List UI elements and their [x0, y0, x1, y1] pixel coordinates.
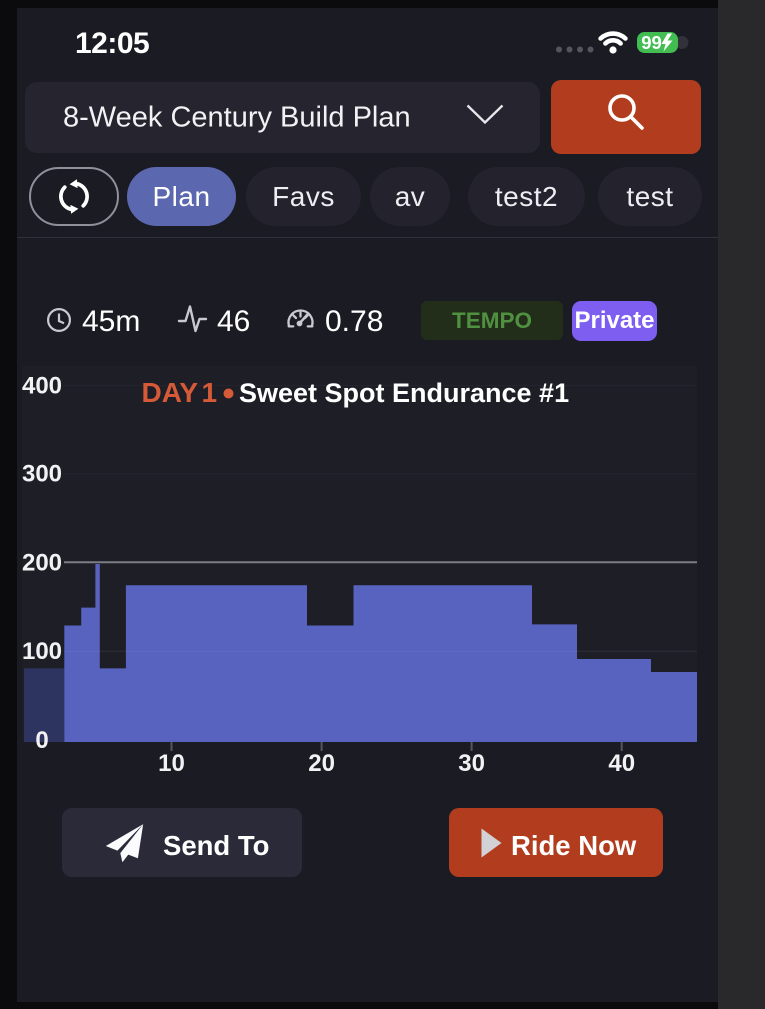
svg-text:20: 20: [308, 750, 335, 777]
svg-text:30: 30: [458, 750, 485, 777]
svg-text:45m: 45m: [82, 305, 140, 338]
svg-text:Sweet Spot Endurance #1: Sweet Spot Endurance #1: [239, 378, 569, 408]
svg-text:400: 400: [22, 373, 62, 400]
svg-text:40: 40: [608, 750, 635, 777]
svg-text:300: 300: [22, 461, 62, 488]
svg-text:0.78: 0.78: [325, 305, 383, 338]
svg-text:46: 46: [217, 305, 250, 338]
svg-text:100: 100: [22, 638, 62, 665]
svg-text:1: 1: [202, 377, 218, 408]
svg-text:DAY: DAY: [142, 377, 199, 408]
svg-text:0: 0: [35, 727, 48, 754]
svg-text:10: 10: [158, 750, 185, 777]
svg-text:200: 200: [22, 549, 62, 576]
svg-text:99: 99: [641, 32, 662, 53]
